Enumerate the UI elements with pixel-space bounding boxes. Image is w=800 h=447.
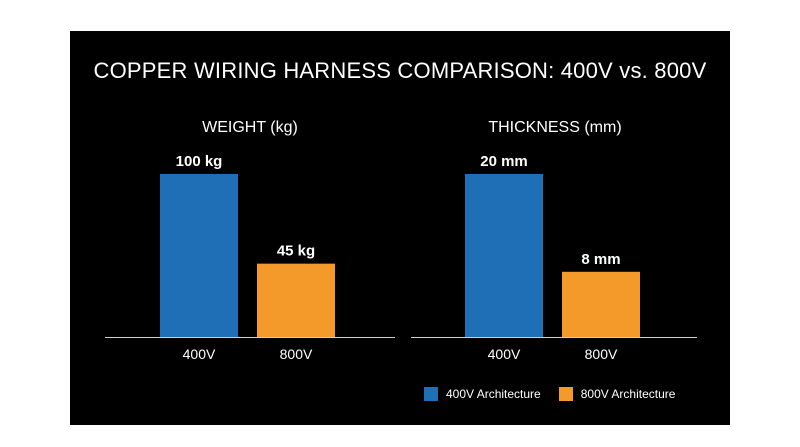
legend-item-400v: 400V Architecture <box>424 387 541 401</box>
chart-title: COPPER WIRING HARNESS COMPARISON: 400V v… <box>93 58 707 83</box>
legend-label-400v: 400V Architecture <box>446 387 541 401</box>
thickness-chart: THICKNESS (mm) 20 mm 400V 8 mm 800V <box>411 119 697 362</box>
weight-chart-title: WEIGHT (kg) <box>202 119 298 136</box>
weight-tick-label-800v: 800V <box>280 346 313 362</box>
thickness-data-label-800v: 8 mm <box>581 251 620 268</box>
weight-tick-label-400v: 400V <box>183 346 216 362</box>
legend-swatch-800v <box>558 387 573 401</box>
weight-chart: WEIGHT (kg) 100 kg 400V 45 kg 800V <box>105 119 395 362</box>
weight-data-label-800v: 45 kg <box>277 243 315 260</box>
legend-item-800v: 800V Architecture <box>558 387 676 401</box>
weight-bar-800v <box>257 263 335 337</box>
weight-bar-400v <box>160 174 238 337</box>
thickness-data-label-400v: 20 mm <box>480 153 528 170</box>
thickness-tick-label-800v: 800V <box>585 346 618 362</box>
legend: 400V Architecture 800V Architecture <box>424 387 693 401</box>
thickness-bar-800v <box>562 271 640 337</box>
legend-swatch-400v <box>424 387 438 401</box>
thickness-tick-label-400v: 400V <box>488 346 521 362</box>
weight-data-label-400v: 100 kg <box>176 153 223 170</box>
thickness-chart-title: THICKNESS (mm) <box>488 119 621 136</box>
legend-label-800v: 800V Architecture <box>580 387 676 401</box>
thickness-bar-400v <box>465 174 543 337</box>
